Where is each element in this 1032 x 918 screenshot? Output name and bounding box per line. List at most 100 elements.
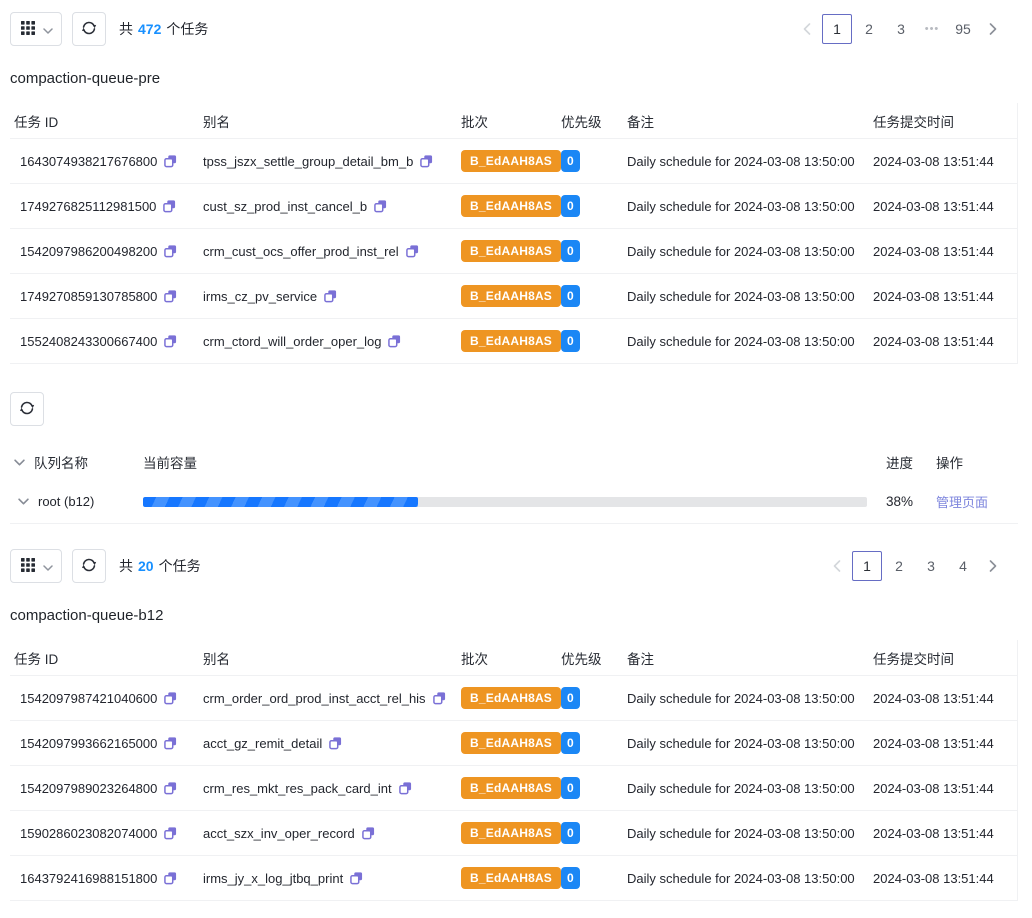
copy-icon[interactable] [405,244,419,258]
copy-icon[interactable] [324,289,337,303]
next-page-button[interactable] [980,14,1006,44]
task-alias: cust_sz_prod_inst_cancel_b [203,198,368,214]
copy-icon[interactable] [420,154,433,168]
copy-icon[interactable] [361,826,375,840]
task-submit-time: 2024-03-08 13:51:44 [873,690,994,706]
copy-icon[interactable] [432,691,446,705]
task-alias: irms_cz_pv_service [203,288,318,304]
copy-icon[interactable] [164,154,177,168]
page-number[interactable]: 3 [897,21,905,37]
copy-icon[interactable] [163,199,176,213]
header-capacity: 当前容量 [143,456,197,471]
page-number-active[interactable]: 1 [852,551,882,581]
task-submit-time: 2024-03-08 13:51:44 [873,333,994,349]
table-row: 1749270859130785800 irms_cz_pv_service B… [10,274,1017,319]
progress-percent: 38% [886,494,914,509]
task-submit-time: 2024-03-08 13:51:44 [873,153,994,169]
header-queue-name: 队列名称 [34,456,88,471]
copy-icon[interactable] [398,781,412,795]
pagination-ellipsis[interactable]: ••• [924,23,940,35]
progress-bar-fill [143,496,419,507]
table-header-row: 任务 ID 别名 批次 优先级 备注 任务提交时间 [10,103,1017,139]
copy-icon[interactable] [164,826,177,840]
task-alias: acct_szx_inv_oper_record [203,825,355,841]
copy-icon[interactable] [164,289,177,303]
batch-badge: B_EdAAH8AS [461,687,561,709]
copy-icon[interactable] [164,781,177,795]
page-number[interactable]: 2 [895,558,903,574]
task-remark: Daily schedule for 2024-03-08 13:50:00 [627,735,855,751]
pagination-pre: 1 2 3 ••• 95 [794,14,1018,44]
page-number-last[interactable]: 95 [955,21,971,37]
refresh-button[interactable] [72,549,106,583]
header-alias: 别名 [203,114,230,130]
collapse-chevron-icon[interactable] [18,498,29,505]
batch-badge: B_EdAAH8AS [461,330,561,352]
page-number[interactable]: 4 [959,558,967,574]
table-row: 1542097993662165000 acct_gz_remit_detail… [10,721,1017,766]
task-table-pre: 任务 ID 别名 批次 优先级 备注 任务提交时间 16430749382176… [10,103,1018,364]
header-batch: 批次 [461,651,488,667]
copy-icon[interactable] [164,691,177,705]
copy-icon[interactable] [164,334,177,348]
count-prefix: 共 [119,21,133,37]
priority-badge: 0 [561,777,580,799]
table-row: 1552408243300667400 crm_ctord_will_order… [10,319,1017,364]
copy-icon[interactable] [329,736,342,750]
prev-page-button[interactable] [794,14,820,44]
grid-icon [20,557,36,576]
next-page-button[interactable] [980,551,1006,581]
header-progress: 进度 [886,456,913,471]
batch-badge: B_EdAAH8AS [461,732,561,754]
task-id: 1590286023082074000 [20,825,158,841]
batch-badge: B_EdAAH8AS [461,867,561,889]
progress-bar [143,496,867,507]
batch-badge: B_EdAAH8AS [461,777,561,799]
task-id: 1542097993662165000 [20,735,158,751]
task-count: 共 20 个任务 [119,556,201,576]
batch-badge: B_EdAAH8AS [461,240,561,262]
copy-icon[interactable] [374,199,387,213]
priority-badge: 0 [561,822,580,844]
task-remark: Daily schedule for 2024-03-08 13:50:00 [627,333,855,349]
page-number[interactable]: 3 [927,558,935,574]
column-settings-button[interactable] [10,12,62,46]
count-number: 20 [138,558,154,574]
page-number[interactable]: 2 [865,21,873,37]
task-alias: crm_res_mkt_res_pack_card_int [203,780,392,796]
toolbar-b12: 共 20 个任务 1 2 3 4 [10,549,1018,583]
priority-badge: 0 [561,867,580,889]
table-row: 1542097986200498200 crm_cust_ocs_offer_p… [10,229,1017,274]
priority-badge: 0 [561,330,580,352]
toolbar-pre: 共 472 个任务 1 2 3 ••• 95 [10,12,1018,46]
copy-icon[interactable] [164,736,177,750]
task-remark: Daily schedule for 2024-03-08 13:50:00 [627,288,855,304]
pagination-b12: 1 2 3 4 [824,551,1018,581]
task-submit-time: 2024-03-08 13:51:44 [873,780,994,796]
queue-pre-title: compaction-queue-pre [10,70,161,87]
task-id: 1749276825112981500 [20,198,157,214]
refresh-icon [19,400,35,419]
manage-page-link[interactable]: 管理页面 [936,495,989,510]
collapse-chevron-icon[interactable] [14,458,25,466]
queue-refresh-button[interactable] [10,392,44,426]
page-number-active[interactable]: 1 [822,14,852,44]
prev-page-button[interactable] [824,551,850,581]
refresh-button[interactable] [72,12,106,46]
copy-icon[interactable] [164,244,177,258]
copy-icon[interactable] [350,871,363,885]
table-header-row: 任务 ID 别名 批次 优先级 备注 任务提交时间 [10,640,1017,676]
task-id: 1643792416988151800 [20,870,158,886]
task-alias: tpss_jszx_settle_group_detail_bm_b [203,153,414,169]
task-submit-time: 2024-03-08 13:51:44 [873,825,994,841]
copy-icon[interactable] [388,334,401,348]
batch-badge: B_EdAAH8AS [461,150,561,172]
task-id: 1542097986200498200 [20,243,158,259]
task-id: 1552408243300667400 [20,333,158,349]
column-settings-button[interactable] [10,549,62,583]
header-submit-time: 任务提交时间 [873,651,954,667]
count-prefix: 共 [119,558,133,574]
chevron-down-icon [42,559,53,574]
task-id: 1542097989023264800 [20,780,158,796]
copy-icon[interactable] [164,871,177,885]
